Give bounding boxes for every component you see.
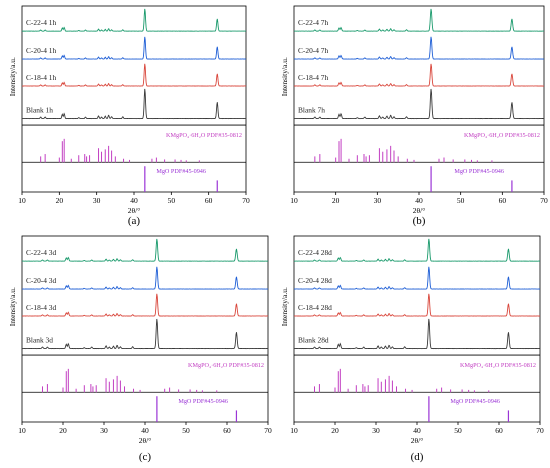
plot-frame xyxy=(21,235,269,423)
reference-label: KMgPO₄·6H₂O PDF#35-0812 xyxy=(188,362,264,369)
series-line xyxy=(21,318,269,350)
x-tick-label: 50 xyxy=(454,426,462,435)
chart-panel: C-22-4 7h C-20-4 7h C-18-4 7h Blank 7h KMgPO… xyxy=(280,5,548,227)
panel-label: (c) xyxy=(139,451,152,463)
series-line xyxy=(293,238,541,262)
series-line xyxy=(21,293,269,317)
chart-panel: C-22-4 28d C-20-4 28d C-18-4 28d Blank 28d K… xyxy=(280,235,544,463)
x-tick-label: 20 xyxy=(332,196,340,205)
series-line xyxy=(22,63,247,87)
x-tick-label: 10 xyxy=(290,426,298,435)
plot-frame xyxy=(293,5,545,193)
series-line xyxy=(21,238,269,262)
series-line xyxy=(21,266,269,290)
x-axis-label: 2θ/° xyxy=(128,206,140,215)
x-tick-label: 60 xyxy=(499,196,507,205)
series-label: C-20-4 28d xyxy=(298,276,332,285)
chart-panel: C-22-4 3d C-20-4 3d C-18-4 3d Blank 3d KMgPO… xyxy=(8,235,272,463)
x-tick-label: 50 xyxy=(168,196,176,205)
x-tick-label: 60 xyxy=(495,426,503,435)
series-label: Blank 1h xyxy=(26,106,53,115)
series-label: C-20-4 3d xyxy=(26,276,56,285)
x-tick-label: 50 xyxy=(457,196,465,205)
series-line xyxy=(293,88,544,120)
series-label: C-22-4 7h xyxy=(298,18,328,27)
x-tick-label: 40 xyxy=(415,196,423,205)
x-tick-label: 20 xyxy=(59,426,67,435)
series-line xyxy=(21,88,247,120)
x-tick-label: 60 xyxy=(223,426,231,435)
reference-label: MgO PDF#45-0946 xyxy=(450,398,500,405)
panel-label: (a) xyxy=(128,215,141,227)
x-tick-label: 40 xyxy=(130,196,138,205)
x-tick-label: 40 xyxy=(413,426,421,435)
plot-frame xyxy=(21,5,247,193)
series-line xyxy=(293,318,541,350)
panel-label: (d) xyxy=(411,451,424,463)
x-tick-label: 50 xyxy=(182,426,190,435)
x-tick-label: 10 xyxy=(290,196,298,205)
panel-label: (b) xyxy=(413,215,426,227)
x-axis-label: 2θ/° xyxy=(413,206,425,215)
series-label: Blank 28d xyxy=(298,336,329,345)
series-label: C-22-4 3d xyxy=(26,248,56,257)
x-tick-label: 30 xyxy=(100,426,108,435)
y-axis-label: Intensity/a.u. xyxy=(8,57,17,96)
series-label: Blank 7h xyxy=(298,106,325,115)
series-label: C-20-4 7h xyxy=(298,46,328,55)
series-line xyxy=(293,266,541,290)
x-tick-label: 30 xyxy=(374,196,382,205)
y-axis-label: Intensity/a.u. xyxy=(280,57,289,96)
reference-label: KMgPO₄·6H₂O PDF#35-0812 xyxy=(464,132,540,139)
reference-label: KMgPO₄·6H₂O PDF#35-0812 xyxy=(460,362,536,369)
reference-label: MgO PDF#45-0946 xyxy=(454,168,504,175)
y-axis-label: Intensity/a.u. xyxy=(280,287,289,326)
x-tick-label: 20 xyxy=(56,196,64,205)
reference-label: KMgPO₄·6H₂O PDF#35-0812 xyxy=(166,132,242,139)
series-line xyxy=(293,293,541,317)
x-tick-label: 20 xyxy=(331,426,339,435)
series-label: C-18-4 1h xyxy=(26,73,56,82)
x-tick-label: 60 xyxy=(205,196,213,205)
series-line xyxy=(21,36,247,60)
x-tick-label: 40 xyxy=(141,426,149,435)
series-label: C-18-4 3d xyxy=(26,303,56,312)
plot-frame xyxy=(293,235,541,423)
series-line xyxy=(21,8,247,32)
y-axis-label: Intensity/a.u. xyxy=(8,287,17,326)
x-tick-label: 70 xyxy=(536,426,544,435)
x-tick-label: 10 xyxy=(18,426,26,435)
x-tick-label: 70 xyxy=(242,196,250,205)
series-line xyxy=(293,63,545,87)
x-tick-label: 70 xyxy=(540,196,548,205)
reference-label: MgO PDF#45-0946 xyxy=(178,398,228,405)
x-tick-label: 10 xyxy=(18,196,26,205)
series-label: C-18-4 28d xyxy=(298,303,332,312)
series-label: C-22-4 28d xyxy=(298,248,332,257)
reference-label: MgO PDF#45-0946 xyxy=(156,168,206,175)
series-line xyxy=(294,8,545,32)
x-axis-label: 2θ/° xyxy=(139,436,151,445)
chart-panel: C-22-4 1h C-20-4 1h C-18-4 1h Blank 1h KMgPO… xyxy=(8,5,250,227)
x-tick-label: 30 xyxy=(372,426,380,435)
series-label: Blank 3d xyxy=(26,336,53,345)
series-label: C-22-4 1h xyxy=(26,18,56,27)
x-axis-label: 2θ/° xyxy=(411,436,423,445)
series-label: C-20-4 1h xyxy=(26,46,56,55)
x-tick-label: 30 xyxy=(93,196,101,205)
series-label: C-18-4 7h xyxy=(298,73,328,82)
series-line xyxy=(293,36,545,60)
x-tick-label: 70 xyxy=(264,426,272,435)
